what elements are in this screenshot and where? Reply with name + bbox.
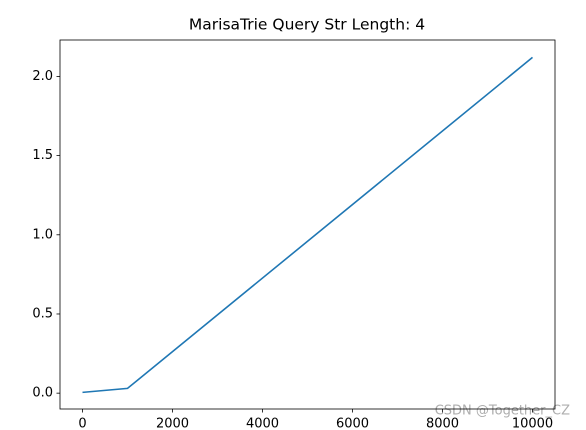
y-tick-label: 0.0	[32, 386, 53, 401]
y-tick-label: 2.0	[32, 69, 53, 84]
x-tick-label: 2000	[156, 417, 189, 430]
x-tick-label: 8000	[426, 417, 459, 430]
plot-frame	[59, 39, 556, 410]
y-tick-label: 1.0	[32, 227, 53, 242]
chart-title: MarisaTrie Query Str Length: 4	[189, 16, 425, 34]
x-tick-label: 10000	[512, 417, 553, 430]
y-tick-label: 1.5	[32, 148, 53, 163]
x-tick-label: 6000	[336, 417, 369, 430]
x-tick-label: 0	[78, 417, 86, 430]
y-tick-label: 0.5	[32, 306, 53, 321]
watermark: CSDN @Together_CZ	[435, 404, 570, 419]
x-tick-label: 4000	[246, 417, 279, 430]
line	[82, 56, 534, 394]
